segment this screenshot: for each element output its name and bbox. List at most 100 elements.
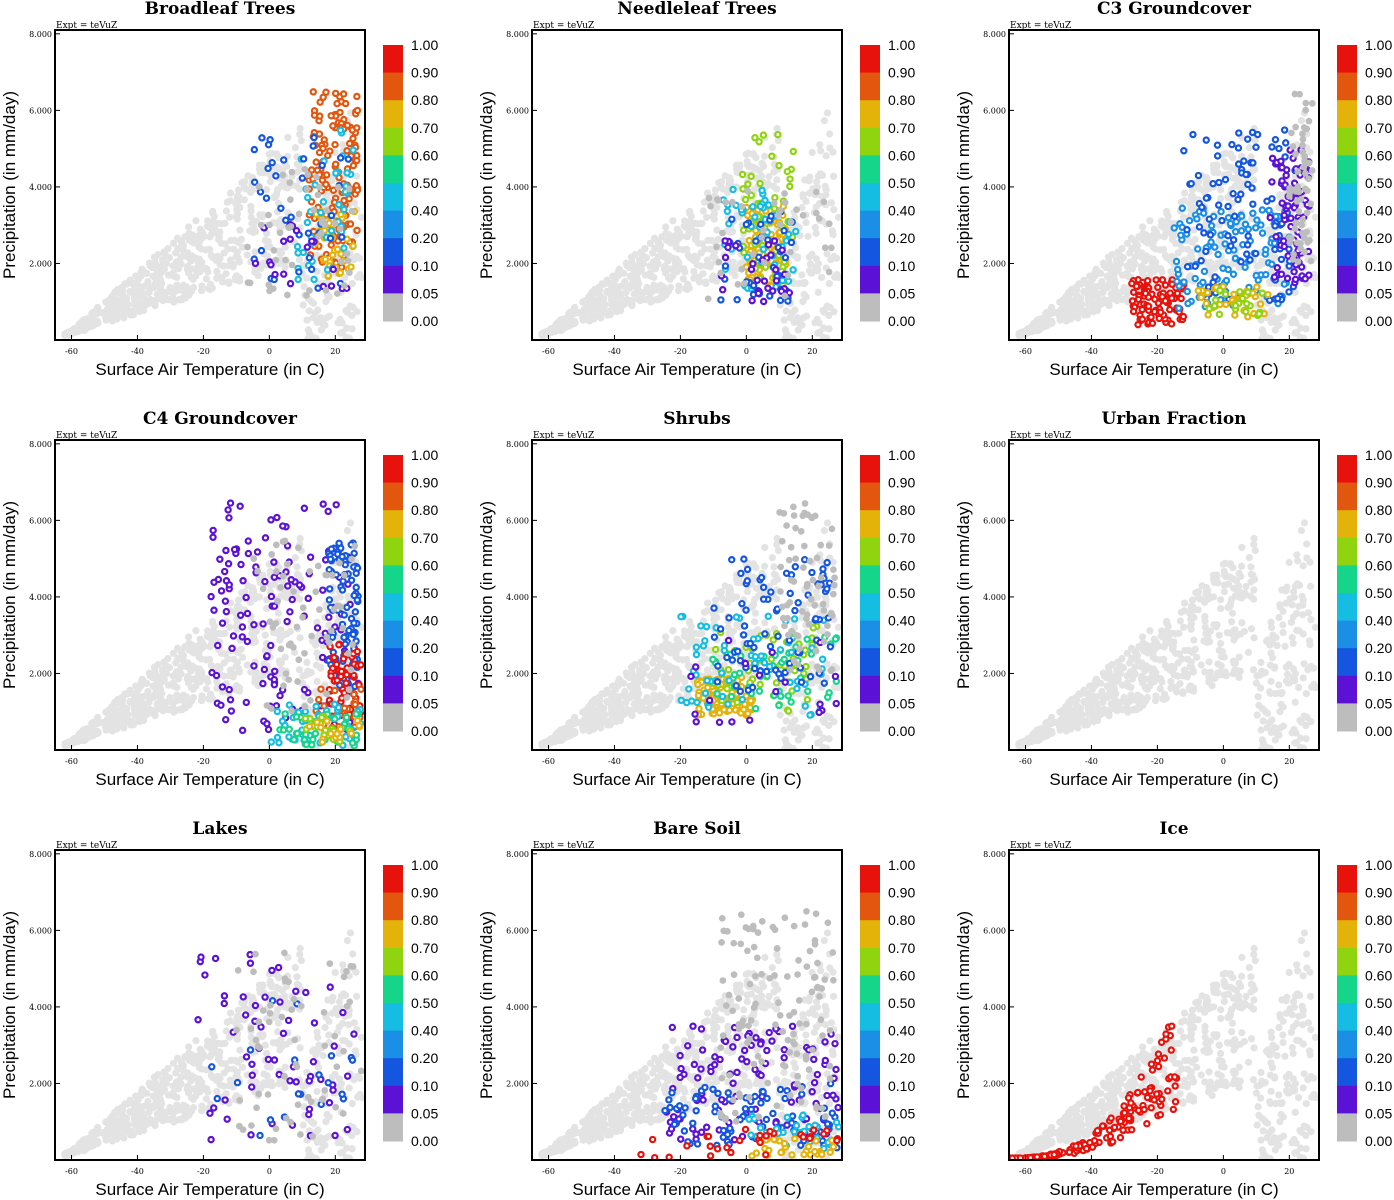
background-point bbox=[628, 280, 636, 289]
data-point bbox=[775, 161, 783, 170]
data-point bbox=[1128, 297, 1137, 305]
data-point bbox=[259, 620, 267, 628]
colorbar-swatch bbox=[1337, 238, 1357, 267]
data-point bbox=[1205, 215, 1214, 223]
background-point bbox=[127, 721, 135, 729]
data-point bbox=[323, 633, 331, 641]
data-point bbox=[713, 243, 720, 251]
background-point bbox=[825, 280, 833, 288]
background-point bbox=[702, 262, 710, 270]
colorbar-swatch bbox=[383, 45, 403, 74]
data-point bbox=[340, 611, 348, 619]
data-point bbox=[322, 180, 330, 189]
data-point bbox=[285, 701, 294, 709]
background-point bbox=[154, 250, 162, 259]
data-point bbox=[1180, 147, 1188, 155]
background-point bbox=[820, 116, 828, 125]
background-point bbox=[812, 588, 821, 596]
data-point bbox=[1227, 242, 1235, 250]
background-point bbox=[113, 315, 121, 323]
colorbar-label: 0.80 bbox=[411, 502, 438, 518]
data-point bbox=[353, 92, 361, 101]
background-point bbox=[1180, 189, 1189, 197]
data-point bbox=[1246, 256, 1254, 264]
colorbar-swatch bbox=[860, 72, 880, 101]
background-point bbox=[782, 307, 790, 315]
data-point bbox=[303, 193, 312, 202]
background-point bbox=[206, 655, 214, 664]
data-point bbox=[744, 180, 752, 188]
background-point bbox=[81, 324, 89, 333]
data-point bbox=[1221, 290, 1230, 298]
data-point bbox=[239, 576, 247, 585]
background-point bbox=[272, 191, 280, 200]
panel-title: Needleleaf Trees bbox=[617, 0, 776, 19]
background-point bbox=[622, 259, 630, 267]
data-point bbox=[336, 559, 343, 567]
x-tick-label: -40 bbox=[131, 347, 144, 356]
background-point bbox=[296, 634, 304, 642]
data-point bbox=[349, 134, 357, 143]
data-point bbox=[322, 171, 331, 179]
background-point bbox=[256, 168, 264, 177]
colorbar-swatch bbox=[1337, 155, 1357, 184]
data-point bbox=[326, 555, 335, 563]
x-tick-label: 20 bbox=[1284, 347, 1294, 356]
data-point bbox=[738, 265, 746, 273]
background-point bbox=[1210, 168, 1218, 177]
colorbar-label: 0.05 bbox=[411, 695, 438, 711]
background-point bbox=[557, 317, 565, 325]
background-point bbox=[173, 691, 181, 700]
data-point bbox=[229, 632, 238, 640]
background-point bbox=[252, 627, 261, 635]
background-point bbox=[1048, 319, 1056, 327]
data-point bbox=[314, 695, 323, 704]
background-point bbox=[590, 315, 598, 323]
background-point bbox=[159, 677, 167, 685]
data-point bbox=[1305, 117, 1313, 125]
data-point bbox=[323, 717, 331, 725]
data-point bbox=[780, 226, 788, 235]
background-point bbox=[234, 596, 243, 604]
background-point bbox=[1099, 288, 1107, 297]
data-point bbox=[749, 260, 757, 268]
data-point bbox=[744, 187, 752, 195]
data-point bbox=[1134, 295, 1143, 304]
background-point bbox=[581, 311, 590, 319]
data-point bbox=[1156, 308, 1165, 316]
colorbar-label: 0.10 bbox=[411, 668, 438, 684]
background-point bbox=[190, 649, 198, 657]
background-point bbox=[1174, 249, 1182, 257]
data-point bbox=[345, 686, 353, 693]
background-point bbox=[672, 256, 680, 265]
data-point bbox=[261, 577, 269, 586]
y-tick-label: 2.000 bbox=[506, 259, 529, 268]
data-point bbox=[226, 499, 235, 507]
data-point bbox=[1216, 286, 1224, 294]
background-point bbox=[192, 272, 200, 280]
background-point bbox=[1163, 207, 1171, 215]
background-point bbox=[156, 295, 164, 303]
background-point bbox=[200, 642, 208, 650]
data-point bbox=[353, 226, 361, 235]
background-point bbox=[667, 239, 675, 247]
data-point bbox=[263, 702, 271, 709]
background-point bbox=[157, 277, 165, 285]
background-point bbox=[154, 660, 162, 669]
data-point bbox=[227, 707, 236, 715]
data-point bbox=[315, 130, 324, 138]
background-point bbox=[1206, 258, 1215, 266]
data-point bbox=[340, 244, 348, 252]
data-point bbox=[1141, 289, 1150, 298]
background-point bbox=[634, 277, 642, 285]
data-point bbox=[1283, 274, 1292, 283]
data-point bbox=[1234, 195, 1242, 204]
background-point bbox=[714, 235, 722, 243]
background-point bbox=[263, 252, 271, 260]
background-point bbox=[89, 718, 97, 727]
data-point bbox=[270, 602, 279, 610]
background-point bbox=[1128, 262, 1136, 270]
background-point bbox=[304, 335, 312, 340]
colorbar-label: 0.05 bbox=[411, 285, 438, 301]
